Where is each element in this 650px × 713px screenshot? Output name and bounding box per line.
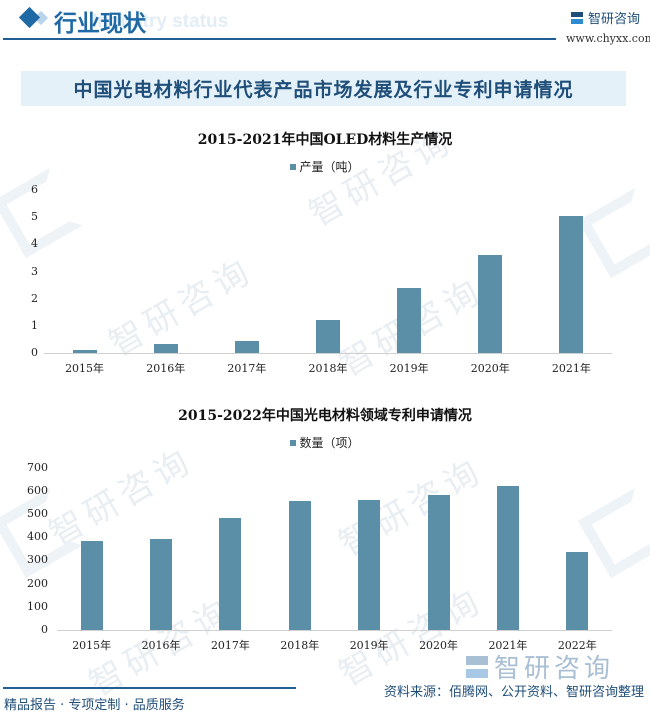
bar (478, 254, 503, 353)
chart1-legend-label: 产量（吨） (299, 160, 360, 174)
x-tick-label: 2020年 (470, 362, 510, 375)
y-tick-label: 600 (27, 483, 48, 497)
chart2-legend: 数量（项） (0, 434, 650, 451)
y-tick-label: 100 (27, 599, 48, 613)
x-tick-label: 2016年 (141, 639, 181, 652)
bar (559, 215, 584, 353)
x-tick-label: 2021年 (551, 362, 591, 375)
y-tick-label: 3 (31, 264, 38, 278)
x-tick-label: 2021年 (488, 639, 528, 652)
y-tick-label: 0 (41, 623, 48, 636)
footer-brand-watermark: 智研咨询 (466, 648, 614, 685)
y-tick-label: 300 (27, 553, 48, 567)
bar (427, 495, 450, 630)
legend-swatch-icon (290, 163, 297, 170)
brand-url: www.chyxx.com (566, 32, 650, 45)
x-tick-label: 2017年 (227, 362, 267, 375)
header-title: 行业现状 (54, 10, 146, 37)
bar (153, 343, 178, 353)
y-tick-label: 400 (27, 530, 48, 544)
y-tick-label: 500 (27, 507, 48, 521)
footer-divider (3, 687, 296, 689)
x-tick-label: 2018年 (308, 362, 348, 375)
header-subtitle-watermark: Industry status (92, 11, 229, 32)
section-banner: 中国光电材料行业代表产品市场发展及行业专利申请情况 (21, 71, 626, 106)
header-divider (3, 38, 556, 40)
chart1-title: 2015-2021年中国OLED材料生产情况 (197, 132, 453, 148)
bar (234, 340, 259, 353)
y-tick-label: 0 (31, 346, 38, 359)
chart1-plot: 0 1 2 3 4 5 6 2015年 2016年 2017年 2018年 2019年 2020年 202… (31, 183, 612, 375)
footer-brand-name: 智研咨询 (494, 654, 615, 684)
x-tick-label: 2016年 (146, 362, 186, 375)
bar (316, 319, 340, 353)
y-tick-label: 2 (31, 291, 38, 305)
bar (72, 350, 97, 353)
chart1-legend: 产量（吨） (0, 158, 650, 175)
x-axis-line (44, 353, 612, 354)
bar (219, 517, 242, 630)
footer-source: 资料来源：佰腾网、公开资料、智研咨询整理 (384, 685, 645, 700)
x-tick-label: 2019年 (389, 362, 429, 375)
bar (496, 486, 519, 630)
bar (566, 552, 589, 630)
bar (150, 539, 173, 630)
y-tick-label: 5 (31, 210, 38, 224)
footer-brand-logo-icon (466, 655, 488, 678)
y-tick-label: 4 (31, 237, 38, 251)
bar (80, 540, 103, 630)
x-axis-line (57, 630, 612, 631)
brand: 智研咨询 (571, 8, 640, 27)
x-tick-label: 2020年 (419, 639, 459, 652)
brand-name: 智研咨询 (588, 12, 641, 27)
bar (397, 288, 422, 353)
x-tick-label: 2015年 (65, 362, 105, 375)
bar (358, 499, 381, 630)
brand-logo-icon (571, 11, 583, 24)
chart2-legend-label: 数量（项） (299, 436, 360, 450)
banner-title: 中国光电材料行业代表产品市场发展及行业专利申请情况 (73, 79, 574, 101)
x-tick-label: 2019年 (349, 639, 389, 652)
x-tick-label: 2022年 (557, 639, 597, 652)
chart2-title: 2015-2022年中国光电材料领域专利申请情况 (178, 408, 472, 424)
x-tick-label: 2017年 (210, 639, 250, 652)
y-tick-label: 1 (31, 318, 38, 332)
bar (288, 501, 311, 630)
y-tick-label: 6 (31, 183, 38, 196)
x-tick-label: 2015年 (72, 639, 112, 652)
footer-tagline: 精品报告 · 专项定制 · 品质服务 (4, 698, 185, 713)
x-tick-label: 2018年 (280, 639, 320, 652)
y-tick-label: 700 (27, 460, 48, 474)
y-tick-label: 200 (27, 576, 48, 590)
legend-swatch-icon (290, 439, 297, 446)
